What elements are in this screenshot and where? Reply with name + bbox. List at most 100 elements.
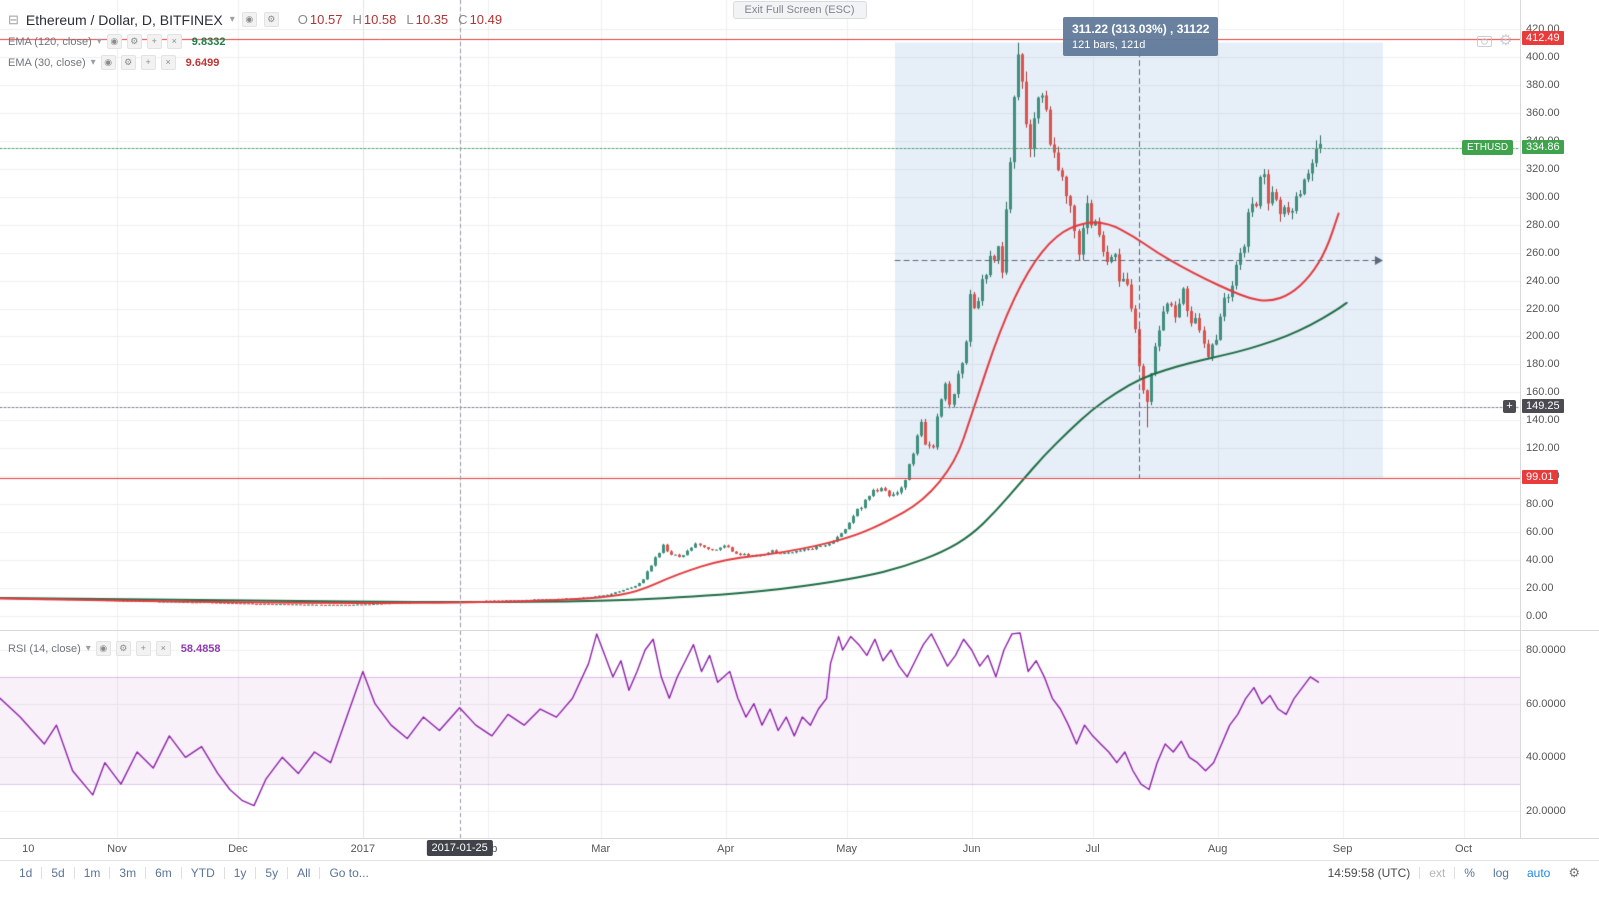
range-button-1d[interactable]: 1d	[19, 865, 33, 880]
settings-gear-icon[interactable]: ⚙	[1568, 864, 1580, 880]
close-label: C	[458, 12, 468, 27]
price-tick-label: 320.00	[1526, 162, 1560, 175]
close-value: 10.49	[469, 12, 503, 27]
chevron-down-icon[interactable]: ▾	[229, 14, 235, 25]
measurement-tooltip: 311.22 (313.03%) , 31122 121 bars, 121d	[1062, 17, 1219, 56]
gear-icon[interactable]: ⚙	[263, 12, 279, 27]
time-axis-label: Jul	[1085, 843, 1100, 855]
last-price-badge: 334.86	[1522, 139, 1564, 154]
percent-scale-toggle[interactable]: %	[1464, 865, 1475, 880]
price-tick-label: 300.00	[1526, 190, 1560, 203]
gear-icon[interactable]: ⚙	[120, 55, 136, 70]
exit-fullscreen-tooltip[interactable]: Exit Full Screen (ESC)	[732, 1, 867, 19]
price-tick-label: 360.00	[1526, 106, 1560, 119]
rsi-axis-separator	[0, 838, 1599, 839]
time-axis-label: Nov	[107, 843, 127, 855]
price-tick-label: 80.00	[1526, 498, 1554, 511]
price-tick-label: 380.00	[1526, 78, 1560, 91]
range-button-5d[interactable]: 5d	[51, 865, 65, 880]
extended-hours-toggle[interactable]: ext	[1429, 865, 1446, 880]
chevron-down-icon[interactable]: ▾	[85, 643, 91, 654]
indicator-row-ema30: EMA (30, close) ▾ ◉ ⚙ + × 9.6499	[8, 52, 502, 73]
range-buttons: 1d 5d 1m 3m 6m YTD 1y 5y All	[10, 861, 319, 884]
price-tick-label: 120.00	[1526, 442, 1560, 455]
range-button-6m[interactable]: 6m	[155, 865, 172, 880]
clock[interactable]: 14:59:58 (UTC)	[1327, 865, 1411, 880]
time-axis-label: Mar	[591, 843, 611, 855]
range-switcher: 1d 5d 1m 3m 6m YTD 1y 5y All Go to...	[10, 861, 378, 884]
price-pane-canvas[interactable]	[0, 0, 1520, 630]
toolbar-divider	[319, 866, 321, 879]
ohlc-values: O 10.57 H 10.58 L 10.35 C 10.49	[298, 12, 502, 27]
price-tick-label: 0.00	[1526, 610, 1548, 622]
rsi-tick-label: 40.0000	[1526, 751, 1566, 764]
time-axis-label: Dec	[228, 843, 248, 855]
plus-icon[interactable]: +	[140, 55, 156, 70]
eye-icon[interactable]: ◉	[100, 55, 116, 70]
close-icon[interactable]: ×	[155, 641, 171, 656]
price-axis[interactable]: 420.00400.00380.00360.00340.00320.00300.…	[1520, 0, 1599, 630]
price-tick-label: 220.00	[1526, 302, 1560, 315]
ema30-label[interactable]: EMA (30, close)	[8, 56, 86, 69]
price-tick-label: 280.00	[1526, 218, 1560, 231]
close-icon[interactable]: ×	[166, 34, 182, 49]
symbol-title[interactable]: Ethereum / Dollar, D, BITFINEX	[25, 11, 223, 28]
camera-snapshot-icon[interactable]	[1477, 31, 1492, 49]
price-tick-label: 60.00	[1526, 526, 1554, 539]
chart-quick-actions: ⚙	[1477, 31, 1512, 49]
price-tick-label: 240.00	[1526, 274, 1560, 287]
time-axis-label: Apr	[717, 843, 735, 855]
toolbar-divider	[73, 866, 75, 879]
rsi-label[interactable]: RSI (14, close)	[8, 642, 81, 655]
add-alert-plus-button[interactable]: +	[1503, 400, 1516, 414]
rsi-axis[interactable]: 80.0000 60.0000 40.0000 20.0000	[1520, 631, 1599, 838]
chevron-down-icon[interactable]: ▾	[96, 36, 102, 47]
range-button-ytd[interactable]: YTD	[190, 865, 215, 880]
time-axis-label: May	[836, 843, 858, 855]
range-button-1y[interactable]: 1y	[233, 865, 247, 880]
range-button-3m[interactable]: 3m	[119, 865, 137, 880]
toolbar-divider	[109, 866, 111, 879]
gear-icon[interactable]: ⚙	[126, 34, 142, 49]
range-button-5y[interactable]: 5y	[265, 865, 279, 880]
toolbar-divider	[41, 866, 43, 879]
eye-icon[interactable]: ◉	[241, 12, 257, 27]
open-value: 10.57	[309, 12, 343, 27]
chart-legend: ⊟ Ethereum / Dollar, D, BITFINEX ▾ ◉ ⚙ O…	[8, 8, 502, 73]
high-label: H	[352, 12, 362, 27]
plus-icon[interactable]: +	[135, 641, 151, 656]
close-icon[interactable]: ×	[160, 55, 176, 70]
range-button-all[interactable]: All	[297, 865, 311, 880]
auto-scale-toggle[interactable]: auto	[1526, 865, 1551, 880]
eye-icon[interactable]: ◉	[95, 641, 111, 656]
log-scale-toggle[interactable]: log	[1492, 865, 1509, 880]
open-label: O	[297, 12, 308, 27]
high-value: 10.58	[363, 12, 397, 27]
rsi-pane-canvas[interactable]	[0, 631, 1520, 838]
plus-icon[interactable]: +	[146, 34, 162, 49]
price-tick-label: 180.00	[1526, 358, 1560, 371]
price-tick-label: 160.00	[1526, 386, 1560, 399]
rsi-legend-row: RSI (14, close) ▾ ◉ ⚙ + × 58.4858	[8, 641, 221, 656]
price-tick-label: 140.00	[1526, 414, 1560, 427]
rsi-tick-label: 60.0000	[1526, 697, 1566, 710]
range-button-1m[interactable]: 1m	[83, 865, 101, 880]
time-axis[interactable]: 2017-01-25 10NovDec2017FebMarAprMayJunJu…	[0, 839, 1599, 860]
toolbar-divider	[255, 866, 257, 879]
eye-icon[interactable]: ◉	[106, 34, 122, 49]
toolbar-right: 14:59:58 (UTC) ext % log auto ⚙	[1319, 861, 1589, 884]
rsi-value: 58.4858	[180, 642, 221, 655]
chart-properties-gear-icon[interactable]: ⚙	[1499, 32, 1513, 49]
pane-separator[interactable]	[0, 630, 1599, 631]
gear-icon[interactable]: ⚙	[115, 641, 131, 656]
price-tick-label: 200.00	[1526, 330, 1560, 343]
price-tick-label: 20.00	[1526, 582, 1554, 595]
bottom-toolbar: 1d 5d 1m 3m 6m YTD 1y 5y All Go to... 14:59:58 (…	[0, 860, 1599, 884]
price-tick-label: 400.00	[1526, 50, 1560, 63]
ema120-label[interactable]: EMA (120, close)	[8, 35, 92, 48]
legend-collapse-icon[interactable]: ⊟	[8, 11, 19, 27]
low-value: 10.35	[415, 12, 449, 27]
goto-button[interactable]: Go to...	[329, 865, 369, 880]
chevron-down-icon[interactable]: ▾	[90, 57, 96, 68]
price-tick-label: 40.00	[1526, 554, 1554, 567]
